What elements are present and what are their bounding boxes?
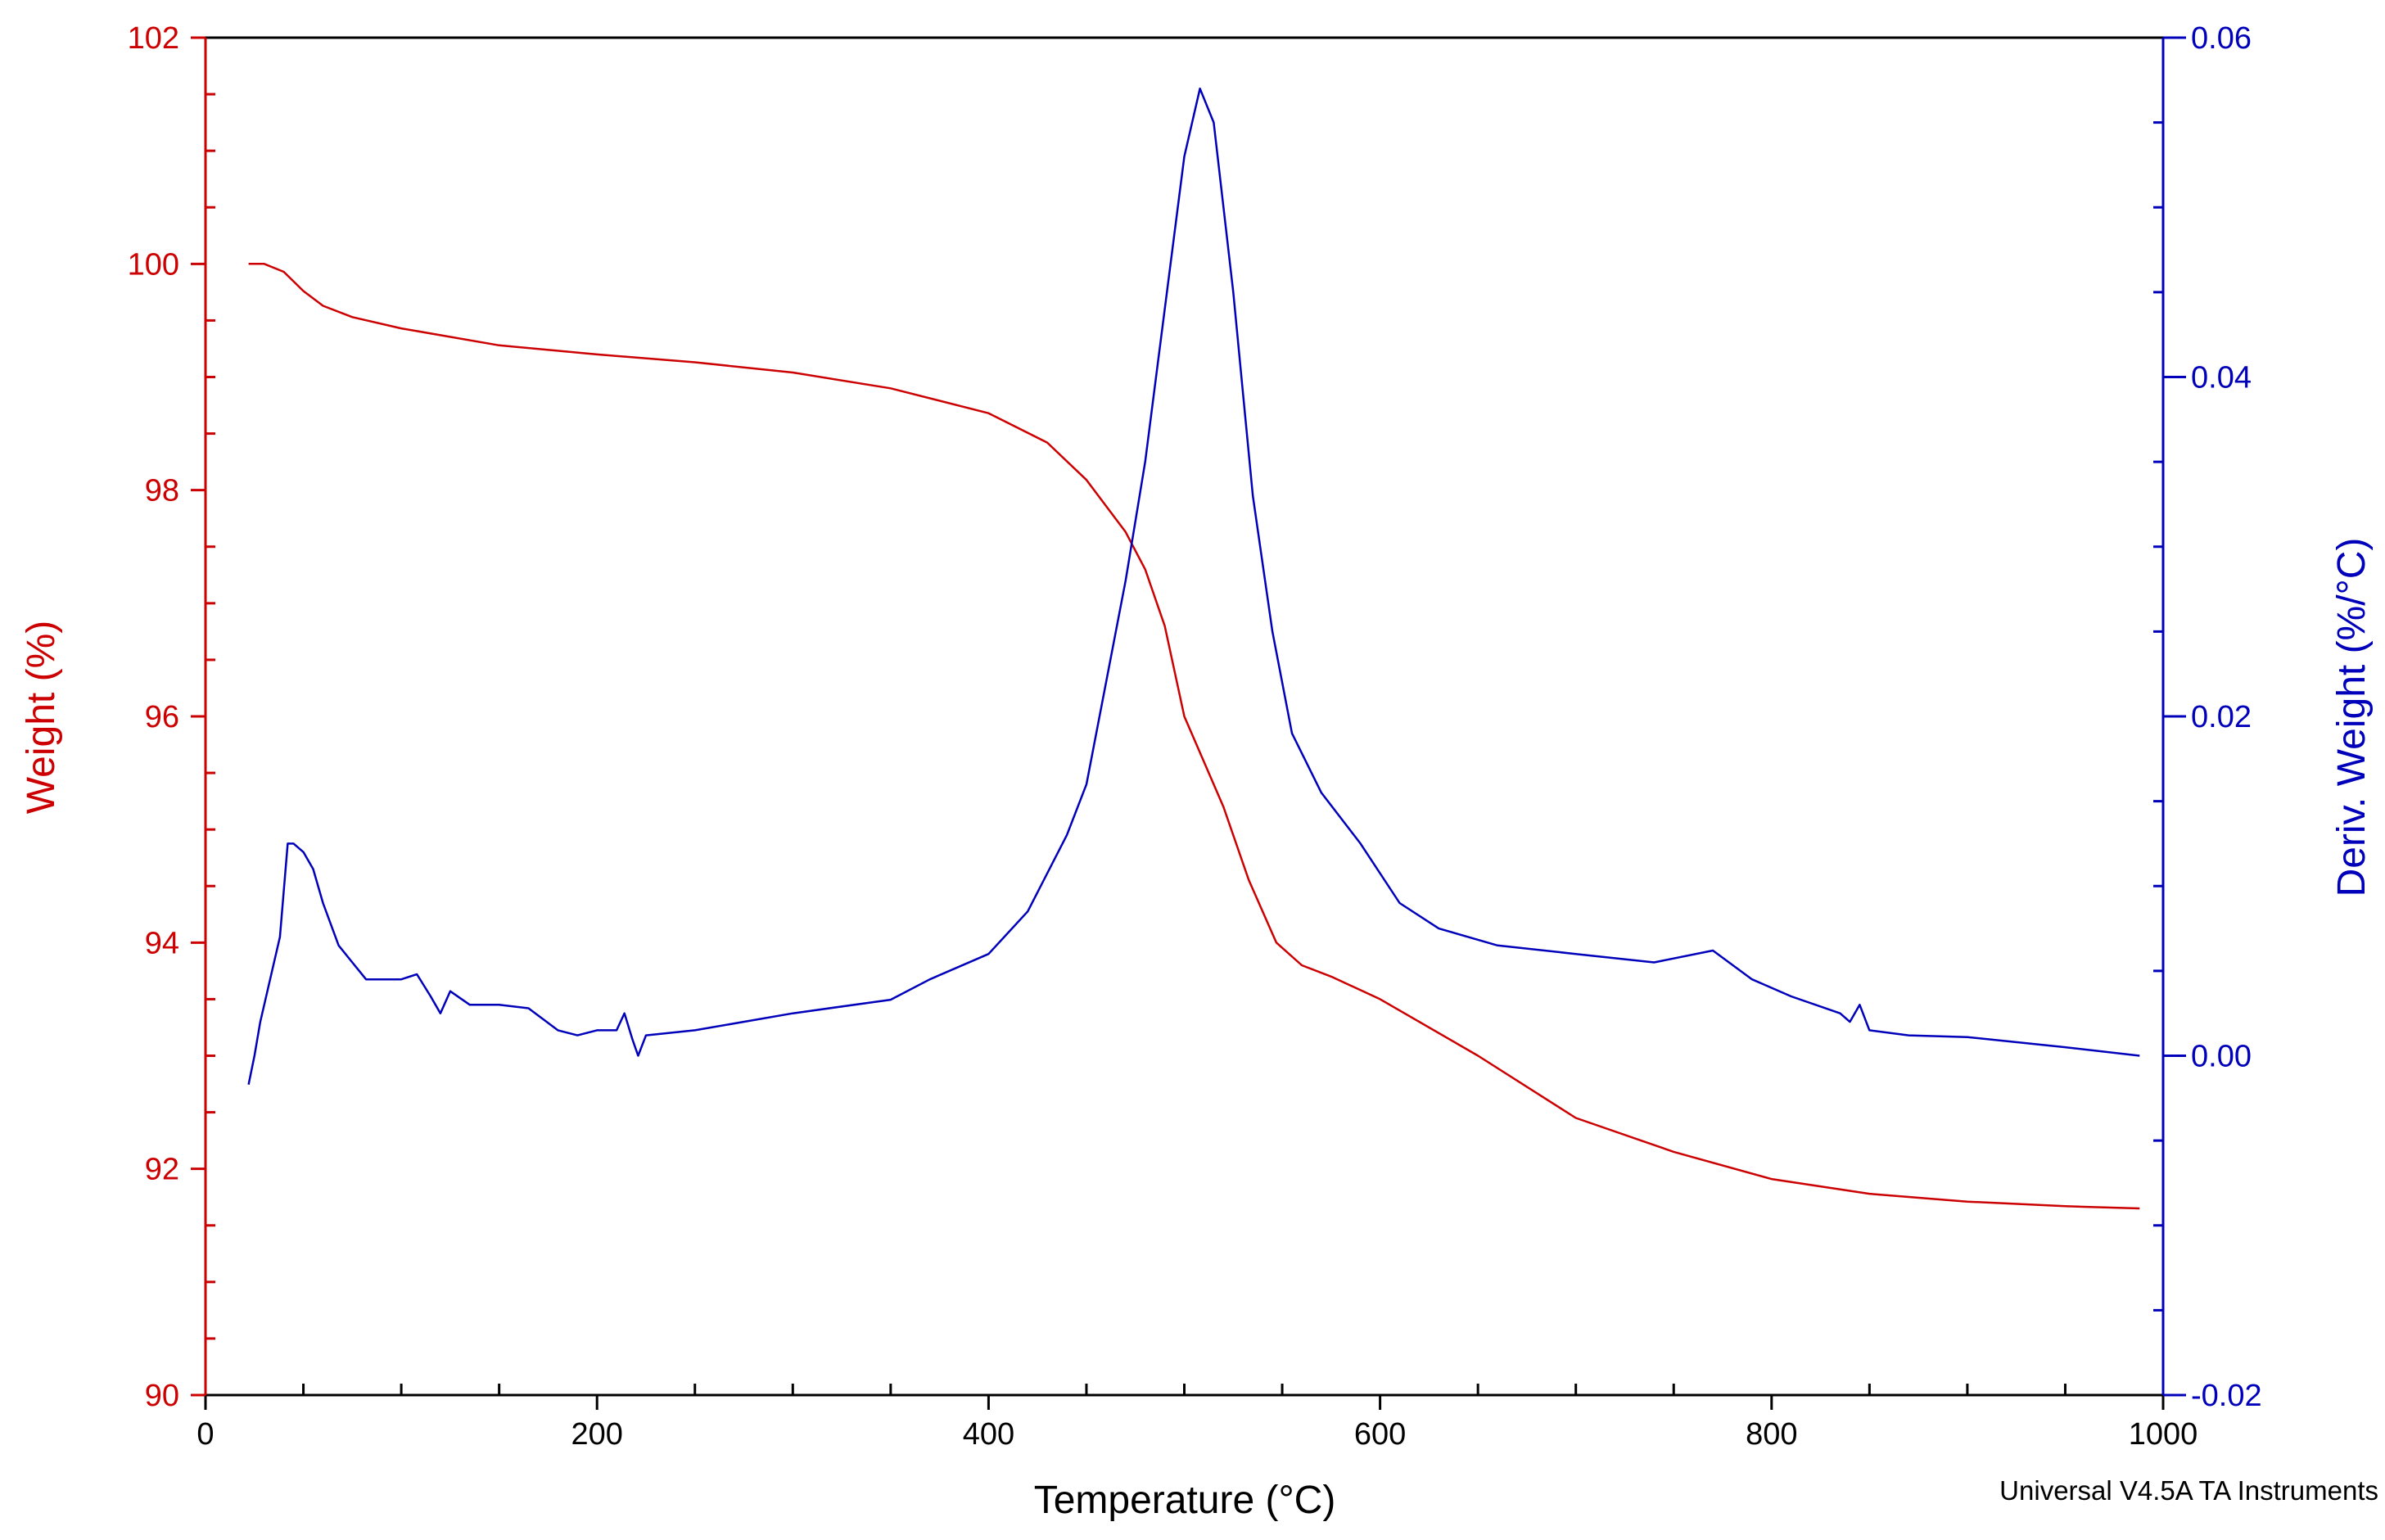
y-tick-label: 102: [128, 21, 179, 56]
y2-tick-label: 0.02: [2191, 700, 2252, 734]
x-tick-label: 1000: [2129, 1417, 2198, 1452]
x-tick-label: 800: [1746, 1417, 1797, 1452]
y-tick-label: 98: [145, 474, 179, 508]
y2-tick-label: 0.04: [2191, 361, 2252, 395]
credit-text: Universal V4.5A TA Instruments: [1999, 1475, 2378, 1506]
y2-tick-label: 0.06: [2191, 21, 2252, 56]
deriv-weight-curve: [247, 87, 2140, 1085]
y-tick-label: 90: [145, 1379, 179, 1413]
y2-tick-label: 0.00: [2191, 1040, 2252, 1074]
x-tick-label: 400: [963, 1417, 1014, 1452]
y-tick-label: 92: [145, 1153, 179, 1187]
y-tick-label: 96: [145, 700, 179, 734]
x-tick-label: 600: [1354, 1417, 1406, 1452]
y-tick-label: 100: [128, 247, 179, 282]
weight-curve: [248, 263, 2140, 1210]
y-tick-label: 94: [145, 926, 179, 960]
x-tick-label: 200: [571, 1417, 622, 1452]
y2-axis-label: Deriv. Weight (%/°C): [2330, 538, 2374, 897]
x-axis-label: Temperature (°C): [1034, 1479, 1336, 1522]
x-tick-label: 0: [196, 1417, 214, 1452]
y2-tick-label: -0.02: [2191, 1379, 2262, 1413]
y-axis-label: Weight (%): [20, 621, 63, 815]
